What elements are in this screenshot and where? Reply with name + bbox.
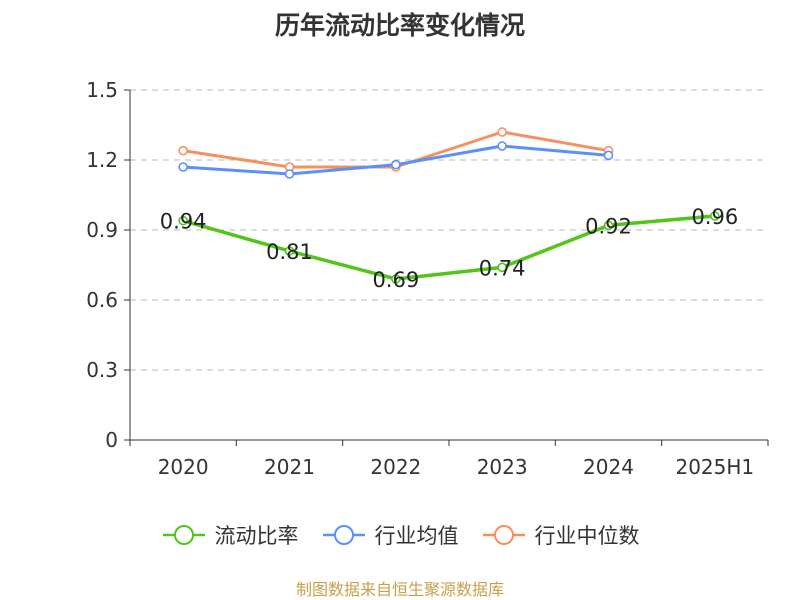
- x-tick-label: 2024: [583, 455, 634, 479]
- y-tick-label: 1.2: [86, 148, 118, 172]
- data-labels: 0.94 0.81 0.69 0.74 0.92 0.96: [160, 205, 738, 292]
- y-tick-label: 1.5: [86, 78, 118, 102]
- legend-marker: [482, 525, 525, 545]
- data-point: [178, 145, 188, 156]
- data-point: [284, 169, 295, 179]
- data-point: [178, 215, 188, 226]
- y-tick-label: 0.9: [86, 218, 118, 242]
- legend: 流动比率 行业均值 行业中位数: [0, 520, 800, 550]
- data-point: [497, 141, 507, 151]
- legend-label: 流动比率: [214, 524, 299, 548]
- x-tick-label: 2025H1: [675, 455, 754, 479]
- y-tick-label: 0: [105, 428, 118, 452]
- data-label: 0.81: [266, 240, 313, 264]
- data-label: 0.69: [372, 268, 419, 292]
- source-note: 制图数据来自恒生聚源数据库: [295, 580, 504, 599]
- y-tick-label: 0.3: [86, 358, 118, 382]
- data-point: [284, 246, 295, 256]
- x-tick-label: 2022: [370, 455, 421, 479]
- data-label: 0.94: [160, 210, 207, 234]
- data-label: 0.96: [691, 205, 738, 229]
- legend-marker: [322, 525, 365, 545]
- data-point: [710, 211, 720, 221]
- data-point: [603, 150, 614, 161]
- legend-item[interactable]: 行业均值: [321, 520, 459, 550]
- data-point: [497, 262, 507, 273]
- data-point: [178, 162, 188, 172]
- chart-title: 历年流动比率变化情况: [274, 11, 525, 40]
- series-line: [182, 214, 715, 281]
- axes: 0 0.3 0.6 0.9 1.2 1.5 2020 2021 2022 2023 2024 2025…: [86, 78, 769, 479]
- y-tick-label: 0.6: [86, 288, 118, 312]
- data-point: [391, 274, 401, 284]
- x-tick-label: 2020: [158, 455, 209, 479]
- data-point: [603, 220, 614, 231]
- legend-marker: [162, 525, 205, 545]
- data-label: 0.92: [585, 214, 632, 238]
- data-point: [497, 127, 507, 137]
- data-label: 0.74: [479, 256, 526, 280]
- x-tick-label: 2021: [264, 455, 315, 479]
- legend-item[interactable]: 行业中位数: [481, 520, 640, 550]
- legend-label: 行业均值: [374, 524, 459, 548]
- x-tick-label: 2023: [477, 455, 528, 479]
- data-point: [391, 159, 401, 170]
- legend-label: 行业中位数: [534, 524, 640, 548]
- legend-item[interactable]: 流动比率: [161, 520, 299, 550]
- series-lines: [178, 127, 720, 284]
- grid-lines: [130, 89, 768, 371]
